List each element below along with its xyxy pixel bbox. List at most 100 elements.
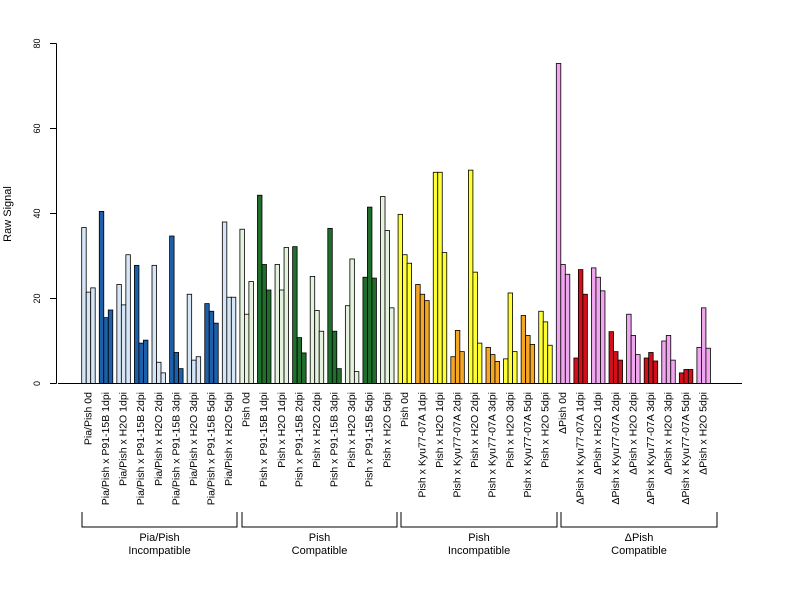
group-bracket	[560, 512, 718, 528]
x-tick-label: Pish 0d	[241, 392, 253, 427]
x-tick-label: Pish x Kyu77-07A 3dpi	[487, 392, 499, 498]
bar	[353, 371, 360, 384]
bar	[617, 359, 623, 384]
bar	[630, 335, 637, 384]
bar	[292, 246, 298, 384]
bar	[314, 309, 320, 384]
bar	[432, 171, 439, 384]
bar	[503, 358, 509, 384]
bar	[367, 206, 373, 384]
bar	[402, 254, 408, 384]
x-tick-label: Pish x H2O 1dpi	[434, 392, 446, 468]
bar	[613, 351, 619, 384]
group-bracket	[400, 512, 558, 528]
bar	[538, 310, 544, 384]
bar	[384, 230, 390, 384]
bar	[643, 357, 650, 384]
bar	[564, 273, 571, 384]
x-tick-label: Pish x H2O 3dpi	[346, 392, 358, 468]
y-axis-label: Raw Signal	[2, 186, 14, 242]
x-tick-label: Pia/Pish 0d	[82, 392, 94, 445]
bar	[327, 227, 333, 384]
bar	[670, 359, 676, 384]
bar	[318, 330, 325, 384]
bar	[573, 357, 579, 384]
bar	[243, 313, 250, 384]
bar	[160, 372, 166, 384]
bar	[472, 271, 478, 384]
x-tick-label: Pish x H2O 5dpi	[381, 392, 393, 468]
bar	[226, 296, 232, 384]
x-tick-label: Pish x H2O 2dpi	[469, 392, 481, 468]
bar	[626, 313, 632, 384]
bar	[309, 275, 316, 384]
bar	[415, 284, 421, 384]
bar	[494, 360, 500, 384]
group-label: Incompatible	[128, 545, 190, 557]
bar	[608, 331, 614, 384]
bar	[120, 304, 127, 384]
group-label: Pish	[309, 532, 330, 544]
bar	[665, 335, 672, 384]
bar	[678, 372, 685, 384]
bar	[349, 258, 355, 384]
bar	[419, 293, 426, 384]
bar	[98, 210, 105, 384]
bar	[380, 196, 386, 384]
bar	[85, 291, 92, 384]
bar	[485, 346, 491, 384]
x-tick-label: ΔPish x Kyu77-07A 1dpi	[575, 392, 587, 505]
bar	[648, 352, 654, 384]
bar	[371, 277, 377, 384]
bar	[696, 346, 702, 384]
bar	[266, 289, 272, 384]
group-label: Pish	[468, 532, 489, 544]
bar	[512, 351, 518, 384]
bar	[274, 264, 280, 384]
bar	[81, 227, 87, 384]
x-tick-label: Pish x Kyu77-07A 1dpi	[416, 392, 428, 498]
bar	[331, 330, 338, 384]
x-tick-label: Pish x P91-15B 5dpi	[364, 392, 376, 487]
bar	[600, 290, 606, 384]
bar	[257, 194, 263, 384]
x-tick-label: Pish x H2O 1dpi	[276, 392, 288, 468]
bar	[283, 247, 289, 384]
bar	[555, 63, 562, 384]
group-brackets: Pia/PishIncompatiblePishCompatiblePishIn…	[81, 512, 718, 557]
y-tick-label: 20	[32, 293, 42, 303]
group-label: Compatible	[292, 545, 348, 557]
x-tick-label: Pia/Pish x P91-15B 5dpi	[205, 392, 217, 505]
x-tick-label: ΔPish x Kyu77-07A 2dpi	[610, 392, 622, 505]
bar	[204, 303, 210, 384]
bar	[248, 281, 254, 384]
bar	[490, 354, 496, 384]
bar	[477, 342, 483, 384]
bar	[542, 321, 549, 384]
x-tick-label: Pia/Pish x P91-15B 1dpi	[100, 392, 112, 505]
bar	[424, 300, 430, 384]
bar	[90, 287, 96, 384]
bar	[125, 254, 131, 384]
bar	[520, 315, 527, 384]
bars	[81, 63, 711, 384]
bar	[178, 368, 184, 384]
x-tick-label: Pia/Pish x H2O 5dpi	[223, 392, 235, 486]
bar	[705, 347, 711, 384]
x-tick-label: Pish x H2O 3dpi	[504, 392, 516, 468]
group-label: Pia/Pish	[139, 532, 179, 544]
bar	[191, 359, 197, 384]
group-bracket	[241, 512, 398, 528]
bar	[344, 305, 351, 384]
bar	[138, 342, 144, 384]
bar	[450, 356, 456, 384]
group-label: ΔPish	[625, 532, 654, 544]
x-tick-label: ΔPish x H2O 2dpi	[627, 392, 639, 475]
bar	[261, 264, 267, 384]
y-tick-label: 80	[32, 38, 42, 48]
bar	[389, 307, 395, 384]
x-tick-label: Pia/Pish x H2O 2dpi	[153, 392, 165, 486]
x-tick-label: Pish x P91-15B 1dpi	[258, 392, 270, 487]
